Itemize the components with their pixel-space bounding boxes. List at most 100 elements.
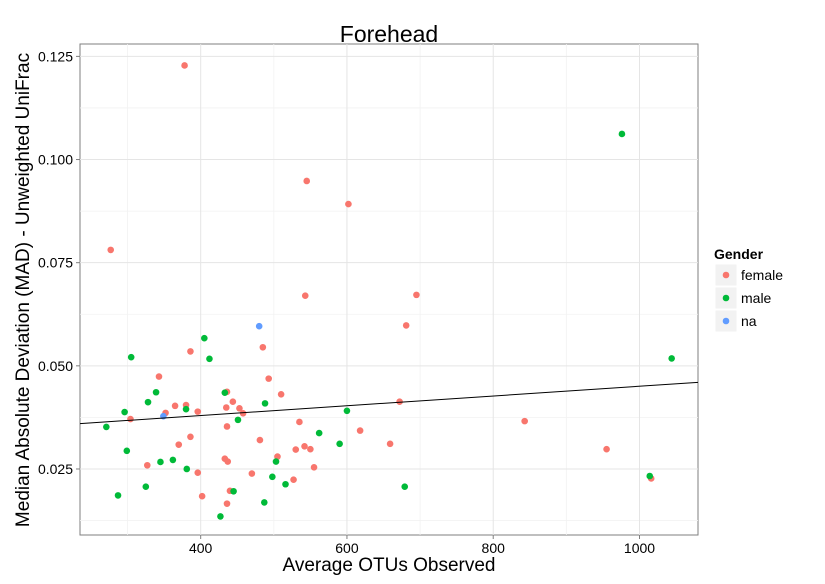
data-point-female (413, 291, 420, 299)
y-tick-label: 0.100 (38, 152, 73, 168)
data-point-male (221, 389, 229, 396)
plot-panel (79, 43, 699, 536)
x-axis-title: Average OTUs Observed (283, 555, 496, 576)
legend-label-female: female (741, 267, 783, 283)
data-point-female (345, 200, 352, 208)
data-point-male (169, 456, 177, 464)
data-point-female (187, 348, 194, 355)
data-point-male (315, 429, 323, 437)
data-point-male (121, 408, 128, 416)
data-point-female (396, 398, 403, 406)
data-point-female (175, 441, 183, 448)
legend: Gender female male na (714, 246, 783, 333)
data-point-male (272, 458, 280, 465)
data-point-female (229, 398, 237, 406)
data-point-female (265, 375, 272, 382)
data-point-female (521, 417, 528, 425)
legend-key-na (722, 317, 730, 325)
data-point-male (152, 388, 160, 396)
data-point-female (198, 492, 206, 500)
chart-title: Forehead (340, 21, 438, 47)
data-point-female (292, 446, 300, 453)
trend-line (79, 381, 699, 425)
data-point-female (181, 62, 188, 69)
data-point-female (274, 453, 281, 460)
data-point-female (127, 415, 134, 423)
data-point-male (142, 483, 150, 491)
legend-title: Gender (714, 246, 764, 262)
data-point-female (259, 343, 267, 351)
data-point-male (182, 405, 190, 413)
data-point-male (183, 465, 191, 473)
data-point-male (103, 423, 110, 431)
data-point-female (222, 404, 230, 411)
data-point-male (336, 440, 343, 448)
data-point-female (194, 469, 202, 476)
data-point-female (239, 409, 247, 417)
data-point-male (217, 513, 224, 520)
data-point-female (171, 402, 179, 410)
data-point-female (223, 423, 231, 430)
data-point-male (269, 473, 276, 481)
y-tick-label: 0.050 (38, 358, 73, 374)
data-point-female (386, 440, 394, 448)
legend-key-female (722, 271, 730, 279)
data-point-female (223, 500, 231, 507)
data-point-female (303, 177, 311, 185)
data-point-female (236, 405, 243, 412)
data-point-female (194, 408, 202, 415)
data-point-female (187, 433, 194, 441)
data-point-male (261, 499, 268, 506)
data-point-male (282, 480, 289, 488)
data-point-male (123, 447, 131, 455)
data-point-female (143, 461, 151, 469)
data-point-male (401, 483, 409, 491)
data-point-male (234, 416, 242, 424)
data-point-female (301, 292, 309, 299)
data-point-female (301, 442, 308, 450)
data-point-male (157, 458, 164, 466)
data-point-female (277, 391, 285, 398)
y-tick-label: 0.075 (38, 255, 73, 271)
data-point-male (127, 353, 135, 361)
legend-items: female male na (714, 263, 783, 333)
data-points (103, 62, 675, 520)
x-axis-ticks: 400 600 800 1000 (189, 535, 655, 556)
data-point-male (668, 355, 675, 362)
data-point-male (206, 355, 213, 363)
y-tick-label: 0.125 (38, 48, 73, 64)
y-tick-label: 0.025 (38, 461, 73, 477)
x-tick-label: 600 (335, 540, 359, 556)
data-point-female (256, 436, 264, 444)
data-point-male (343, 407, 351, 415)
data-point-female (248, 470, 256, 477)
data-point-male (261, 400, 269, 407)
legend-label-na: na (741, 313, 757, 329)
data-point-female (356, 427, 364, 434)
plot-background (79, 43, 699, 536)
data-point-female (296, 418, 303, 426)
data-point-female (310, 464, 318, 471)
legend-key-male (722, 294, 730, 302)
y-axis-title: Median Absolute Deviation (MAD) - Unweig… (13, 53, 34, 527)
data-point-female (155, 373, 163, 380)
data-point-male (646, 472, 654, 480)
data-point-female (107, 246, 115, 254)
y-axis-ticks: 0.025 0.050 0.075 0.100 0.125 (38, 48, 80, 477)
data-point-male (114, 492, 122, 499)
data-point-female (307, 445, 314, 453)
data-point-male (230, 487, 237, 495)
x-tick-label: 800 (482, 540, 506, 556)
data-point-female (402, 322, 410, 329)
x-tick-label: 1000 (624, 540, 655, 556)
data-point-na (255, 322, 263, 330)
data-point-male (201, 334, 208, 342)
data-point-female (603, 445, 610, 453)
legend-label-male: male (741, 290, 772, 306)
data-point-female (224, 458, 232, 465)
data-point-male (144, 398, 152, 406)
x-tick-label: 400 (189, 540, 213, 556)
data-point-female (290, 476, 297, 484)
data-point-male (618, 130, 626, 138)
